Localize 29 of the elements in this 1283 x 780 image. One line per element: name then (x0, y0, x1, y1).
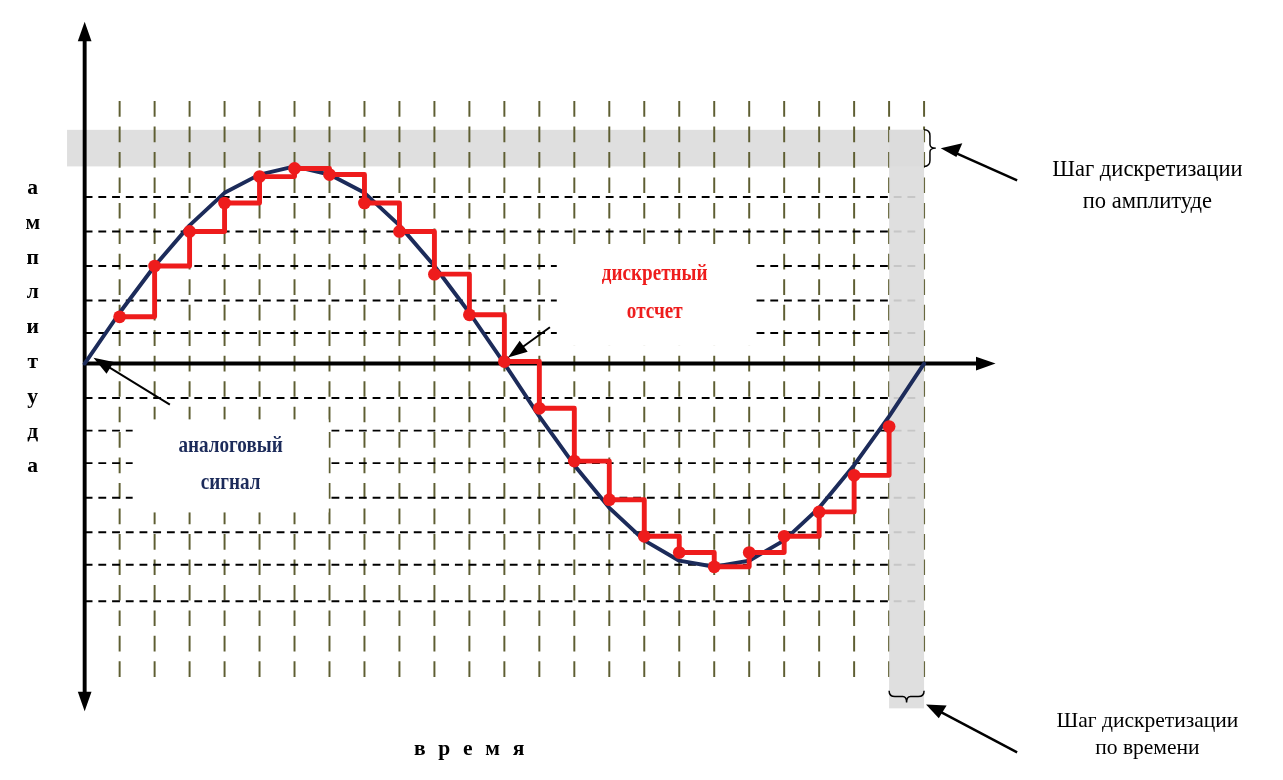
point (358, 196, 371, 210)
point (288, 162, 301, 175)
text: время (413, 736, 538, 761)
annotation: дискретный отсчет (601, 259, 708, 323)
point (253, 170, 266, 183)
point (463, 308, 476, 322)
point (707, 560, 721, 574)
point (183, 225, 196, 238)
point (602, 493, 616, 507)
point (672, 546, 686, 559)
point (847, 468, 861, 482)
point (777, 529, 791, 543)
point (567, 454, 581, 468)
point (218, 196, 231, 210)
point (637, 529, 651, 543)
point (323, 168, 336, 181)
point (532, 401, 546, 415)
point (812, 505, 826, 519)
point (148, 259, 161, 273)
text: Шаг дискретизации по амплитуде (1052, 156, 1243, 213)
text: Шаг дискретизации по времени (1056, 707, 1239, 760)
point (113, 310, 126, 324)
text: амплитуда (25, 175, 41, 478)
point (882, 420, 896, 433)
point (428, 267, 441, 281)
point (393, 225, 406, 238)
annotation: аналоговый сигнал (178, 431, 283, 495)
point (498, 355, 511, 368)
point (742, 546, 756, 559)
